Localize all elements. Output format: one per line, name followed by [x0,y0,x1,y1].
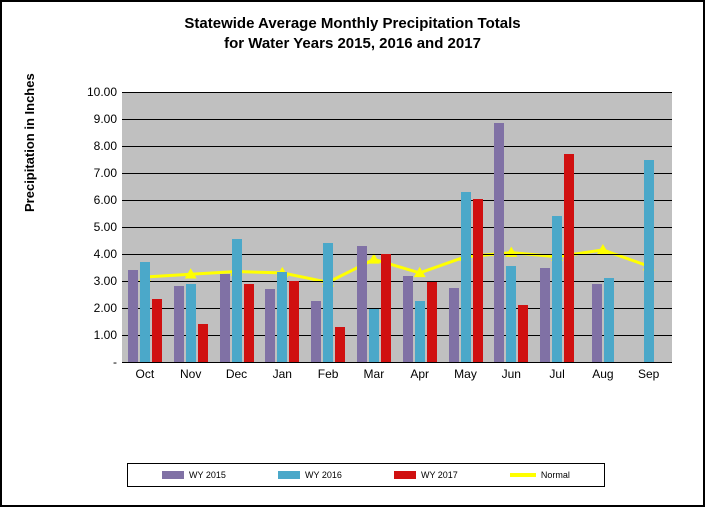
bar [381,254,391,362]
x-tick-label: Sep [638,367,659,381]
bar [473,199,483,362]
y-tick-label: 10.00 [72,85,117,99]
bar [128,270,138,362]
legend-swatch [510,473,536,477]
x-tick-label: Mar [364,367,385,381]
bar [265,289,275,362]
legend-item: WY 2016 [278,470,342,480]
bar-group [220,239,254,362]
grid-line [122,146,672,147]
legend-label: Normal [541,470,570,480]
plot-area [122,92,672,362]
bar [403,276,413,362]
x-tick-label: Feb [318,367,339,381]
bar [152,299,162,362]
y-axis-label: Precipitation in Inches [22,73,37,212]
bar-group [592,278,614,362]
bar [506,266,516,362]
x-tick-label: Nov [180,367,201,381]
bar [592,284,602,362]
bar [174,286,184,362]
bar [449,288,459,362]
legend-label: WY 2015 [189,470,226,480]
bar [140,262,150,362]
bar [323,243,333,362]
bar-group [540,154,574,362]
y-tick-label: 9.00 [72,112,117,126]
x-tick-label: Jan [273,367,292,381]
bar-group [311,243,345,362]
y-tick-label: 1.00 [72,328,117,342]
legend-item: WY 2017 [394,470,458,480]
bar-group [494,123,528,362]
x-tick-label: May [454,367,477,381]
bar-group [265,272,299,362]
legend-swatch [394,471,416,479]
legend-item: Normal [510,470,570,480]
grid-line [122,92,672,93]
bar [461,192,471,362]
y-tick-label: 5.00 [72,220,117,234]
bar [220,274,230,362]
bar-group [644,160,654,363]
x-tick-label: Jun [502,367,521,381]
title-line2: for Water Years 2015, 2016 and 2017 [2,34,703,54]
bar [427,282,437,362]
grid-line [122,200,672,201]
title-line1: Statewide Average Monthly Precipitation … [2,14,703,34]
grid-line [122,281,672,282]
legend-swatch [162,471,184,479]
bar [244,284,254,362]
grid-line [122,173,672,174]
grid-line [122,362,672,363]
bar [552,216,562,362]
y-tick-label: - [72,355,117,369]
x-tick-label: Aug [592,367,613,381]
y-tick-label: 2.00 [72,301,117,315]
bar [277,272,287,362]
normal-marker [185,268,197,278]
legend-item: WY 2015 [162,470,226,480]
plot-wrap: -1.002.003.004.005.006.007.008.009.0010.… [72,92,672,392]
legend: WY 2015 WY 2016 WY 2017 Normal [127,463,605,487]
bar-group [357,246,391,362]
bar [357,246,367,362]
grid-line [122,254,672,255]
bar [644,160,654,363]
y-tick-label: 8.00 [72,139,117,153]
x-tick-label: Dec [226,367,247,381]
legend-label: WY 2016 [305,470,342,480]
legend-swatch [278,471,300,479]
y-tick-label: 4.00 [72,247,117,261]
bar [232,239,242,362]
bar-group [403,276,437,362]
bar-group [128,262,162,362]
bar [198,324,208,362]
bar [564,154,574,362]
bar [494,123,504,362]
bar [186,284,196,362]
bar-group [449,192,483,362]
bar-group [174,284,208,362]
y-tick-label: 7.00 [72,166,117,180]
legend-label: WY 2017 [421,470,458,480]
bar [289,281,299,362]
chart-container: Statewide Average Monthly Precipitation … [0,0,705,507]
bar [335,327,345,362]
y-tick-label: 6.00 [72,193,117,207]
bar [415,301,425,362]
bar [311,301,321,362]
normal-marker [597,244,609,254]
grid-line [122,119,672,120]
bar [518,305,528,362]
bar [540,268,550,363]
chart-title: Statewide Average Monthly Precipitation … [2,2,703,53]
grid-line [122,227,672,228]
x-tick-label: Jul [549,367,564,381]
x-tick-label: Oct [136,367,155,381]
y-tick-label: 3.00 [72,274,117,288]
x-tick-label: Apr [410,367,429,381]
bar [369,309,379,362]
bar [604,278,614,362]
